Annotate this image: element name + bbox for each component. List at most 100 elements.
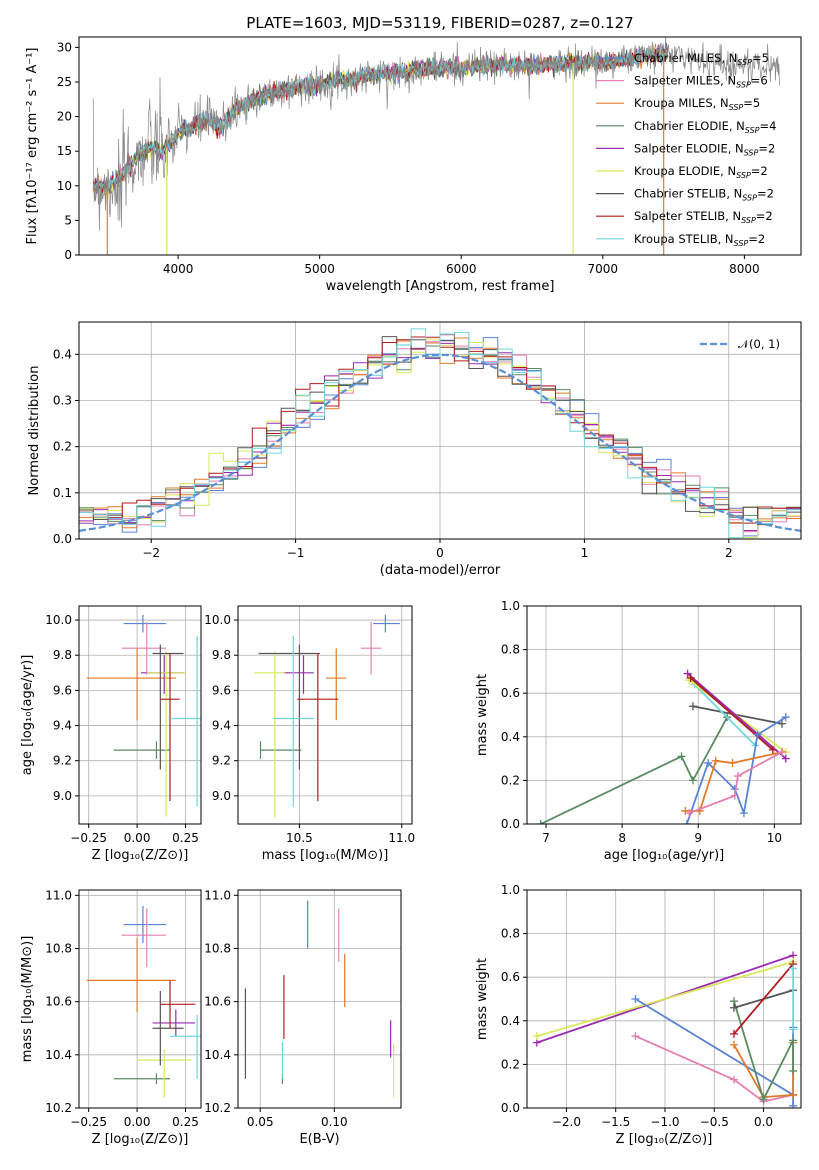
legend-label-text: Salpeter MILES, N: [634, 74, 736, 88]
errorbar-kroupa-stelib: [170, 635, 201, 807]
legend-label-subscript: SSP: [737, 58, 752, 67]
errorbar-kroupa-elodie: [137, 1049, 192, 1098]
y-tick-label: 0: [64, 248, 72, 262]
errorbar-chabrier-miles: [123, 614, 167, 633]
x-tick-label: 8: [618, 831, 626, 845]
series-line: [540, 716, 728, 824]
spectrum-panel: 4000 5000 6000 7000 8000 0 5 10 15 20 25 30 waveleng…: [25, 14, 802, 294]
axes-frame: −0.25 0.00 0.25 10.2 10.4 10.6 10.8 11.0 Z [log₁…: [20, 888, 202, 1147]
errorbar-kroupa-stelib: [170, 1014, 201, 1079]
errorbar-kroupa-elodie: [146, 651, 186, 817]
y-tick-label: 11.0: [204, 888, 231, 902]
legend-label-count: =5: [752, 51, 769, 65]
chart-title: PLATE=1603, MJD=53119, FIBERID=0287, z=0…: [246, 14, 633, 32]
plus-marker: [686, 673, 695, 682]
legend-label-subscript: SSP: [729, 103, 744, 112]
weight-series-chabrier-elodie: [536, 713, 732, 824]
x-tick-label: 10: [767, 831, 782, 845]
y-tick-label: 10.4: [204, 1048, 231, 1062]
y-tick-label: 9.6: [212, 683, 231, 697]
legend-label: Kroupa STELIB, NSSP=2: [634, 232, 765, 248]
plus-marker: [768, 745, 777, 754]
weight-series-salpeter-elodie: [683, 669, 790, 763]
y-tick-label: 0.1: [53, 486, 72, 500]
series-line: [536, 961, 794, 1037]
y-tick-label: 9.0: [53, 789, 72, 803]
legend-label-text: Salpeter ELODIE, N: [634, 141, 744, 155]
errorbar-salpeter-miles: [360, 621, 382, 675]
legend-label-count: =2: [758, 141, 775, 155]
plot-area: [86, 614, 201, 817]
plus-marker: [789, 1025, 798, 1034]
plus-marker: [777, 748, 786, 757]
plus-marker: [729, 1029, 738, 1038]
metallicity-mass-panel: −0.25 0.00 0.25 10.2 10.4 10.6 10.8 11.0 Z [log₁…: [20, 888, 202, 1147]
x-tick-label: −1: [287, 546, 305, 560]
plus-marker: [682, 820, 691, 824]
series-line: [690, 677, 774, 751]
y-tick-label: 0.2: [501, 1057, 520, 1071]
plot-area: [244, 900, 395, 1098]
y-tick-label: 9.8: [53, 648, 72, 662]
plus-marker: [688, 702, 697, 711]
axes-frame: 0.05 0.10 10.2 10.4 10.6 10.8 11.0 E(B-V): [204, 888, 402, 1147]
plot-area: [86, 905, 201, 1098]
legend-label-count: =4: [760, 119, 777, 133]
plus-marker: [781, 754, 790, 763]
x-tick-label: 6000: [446, 262, 477, 276]
y-tick-label: 25: [57, 75, 72, 89]
series-line: [688, 751, 783, 814]
legend-label: Salpeter ELODIE, NSSP=2: [634, 141, 775, 157]
axes-border: [526, 889, 802, 1109]
plus-marker: [729, 1003, 738, 1012]
x-tick-label: −1.5: [601, 1115, 630, 1129]
normal-distribution-curve: [79, 353, 801, 532]
residual-histogram-panel: −2 −1 0 1 2 0.0 0.1 0.2 0.3 0.4 (data-model)/error…: [27, 321, 802, 578]
weight-series-salpeter-miles: [685, 748, 786, 818]
plus-marker: [683, 669, 692, 678]
errorbar-chabrier-elodie: [113, 1073, 171, 1085]
axes-border: [78, 889, 202, 1109]
plus-marker: [729, 1040, 738, 1049]
y-axis-label: age [log₁₀(age/yr)]: [20, 655, 35, 776]
axes-frame: −2 −1 0 1 2 0.0 0.1 0.2 0.3 0.4 (data-model)/error…: [27, 321, 802, 578]
errorbar-kroupa-elodie: [254, 651, 286, 817]
legend-label-text: Kroupa STELIB, N: [634, 232, 734, 246]
series-line: [733, 1000, 794, 1102]
y-tick-label: 0.2: [53, 440, 72, 454]
plus-marker: [685, 809, 694, 818]
errorbar-salpeter-elodie: [152, 1009, 196, 1037]
x-tick-label: 8000: [729, 262, 760, 276]
y-tick-label: 10.4: [45, 1048, 72, 1062]
plot-area: [92, 37, 780, 255]
errorbar-kroupa-miles: [86, 648, 176, 721]
plus-marker: [789, 1036, 798, 1045]
axes-frame: 10.5 11.0 9.0 9.2 9.4 9.6 9.8 10.0 mass [log₁₀(M…: [204, 605, 415, 863]
plus-marker: [631, 1032, 640, 1041]
x-tick-label: 0: [436, 546, 444, 560]
legend-label-subscript: SSP: [744, 148, 759, 157]
x-axis-label: wavelength [Angstrom, rest frame]: [326, 279, 555, 294]
y-tick-label: 0.0: [53, 532, 72, 546]
y-tick-label: 9.2: [53, 754, 72, 768]
plus-marker: [704, 758, 713, 767]
weight-series-chabrier-miles: [682, 713, 790, 824]
legend-label: Kroupa MILES, NSSP=5: [634, 96, 760, 112]
x-tick-label: 1: [581, 546, 589, 560]
y-axis-label: mass [log₁₀(M/M⊙)]: [20, 936, 35, 1063]
errorbar-salpeter-stelib: [160, 653, 180, 802]
y-tick-label: 5: [64, 213, 72, 227]
observed-spectrum-line: [92, 37, 780, 231]
y-axis-label: mass weight: [475, 674, 490, 756]
legend-label: 𝒩(0, 1): [738, 337, 780, 351]
plus-marker: [789, 1066, 798, 1075]
axes-border: [526, 605, 802, 825]
legend-label-subscript: SSP: [736, 81, 751, 90]
legend-label-count: =6: [751, 74, 768, 88]
plus-marker: [631, 995, 640, 1003]
x-tick-label: 0.00: [124, 831, 151, 845]
y-axis-label: mass weight: [475, 958, 490, 1040]
legend-label-subscript: SSP: [736, 171, 751, 180]
plus-marker: [759, 1095, 768, 1104]
